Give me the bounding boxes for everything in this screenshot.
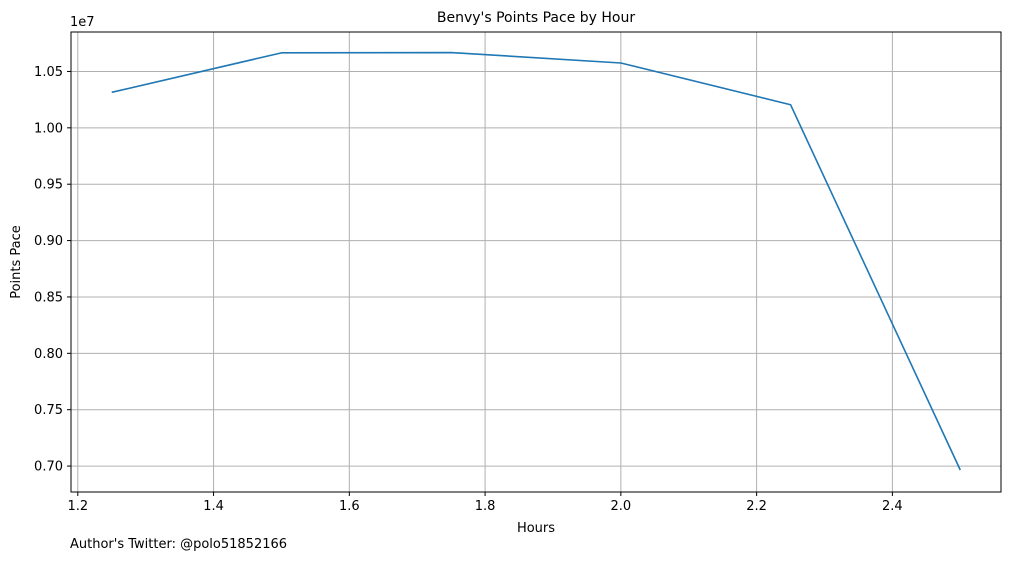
y-tick-label: 0.70 — [34, 460, 63, 475]
grid-lines — [71, 32, 1001, 492]
chart-title: Benvy's Points Pace by Hour — [437, 10, 636, 26]
series-line — [111, 51, 961, 471]
x-tick-label: 1.4 — [203, 499, 224, 514]
y-axis-label: Points Pace — [9, 225, 24, 299]
x-tick-label: 1.8 — [475, 499, 496, 514]
x-tick-label: 1.6 — [339, 499, 360, 514]
x-tick-label: 2.0 — [611, 499, 632, 514]
y-tick-label: 0.75 — [34, 403, 63, 418]
plot-frame — [70, 31, 1002, 493]
y-axis-ticks: 0.70 0.75 0.80 0.85 0.90 0.95 1.00 1.05 — [34, 65, 71, 475]
y-tick-label: 0.90 — [34, 234, 63, 249]
y-tick-label: 1.00 — [34, 121, 63, 136]
x-axis-ticks: 1.2 1.4 1.6 1.8 2.0 2.2 2.4 — [67, 492, 903, 514]
y-tick-label: 1.05 — [34, 65, 63, 80]
y-tick-label: 0.85 — [34, 290, 63, 305]
series-layer — [111, 51, 961, 471]
y-axis-offset-label: 1e7 — [70, 15, 95, 30]
x-axis-label: Hours — [517, 521, 555, 536]
y-tick-label: 0.80 — [34, 347, 63, 362]
y-tick-label: 0.95 — [34, 178, 63, 193]
x-tick-label: 1.2 — [67, 499, 88, 514]
author-twitter-note: Author's Twitter: @polo51852166 — [70, 537, 288, 552]
x-tick-label: 2.4 — [882, 499, 903, 514]
x-tick-label: 2.2 — [746, 499, 767, 514]
